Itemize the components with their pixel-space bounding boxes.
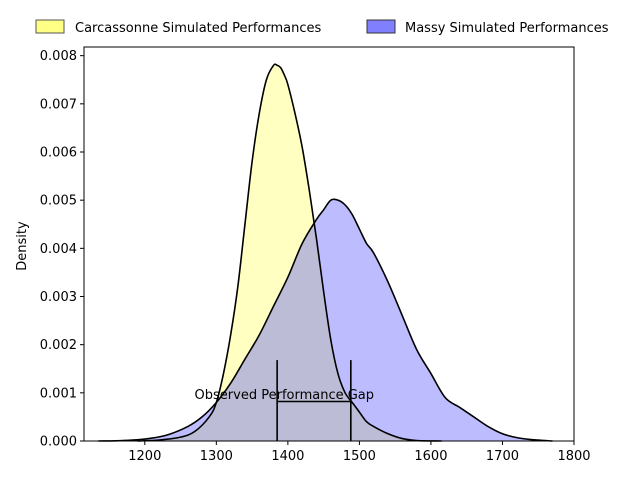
y-tick-label: 0.002 [40,338,77,353]
plot-area [98,63,553,442]
y-tick-label: 0.007 [40,97,77,112]
x-tick-label: 1700 [486,449,519,464]
y-tick-label: 0.003 [40,290,77,305]
density-area-massy [98,199,553,441]
x-axis: 1200 1300 1400 1500 1600 1700 1800 [128,441,591,464]
density-line-massy [98,198,553,442]
legend-swatch-carcassonne [35,19,65,34]
gap-annotation-text: Observed Performance Gap [195,388,374,403]
legend-label-carcassonne: Carcassonne Simulated Performances [75,21,322,36]
legend: Carcassonne Simulated Performances Massy… [35,19,609,36]
legend-label-massy: Massy Simulated Performances [405,21,609,36]
y-tick-label: 0.006 [40,146,77,161]
y-axis: 0.000 0.001 0.002 0.003 0.004 0.005 0.006 0.007… [40,49,84,450]
density-area-carcassonne [137,64,442,441]
density-line-carcassonne [137,63,442,442]
y-tick-label: 0.008 [40,49,77,64]
x-tick-label: 1500 [343,449,376,464]
legend-swatch-massy [366,19,396,34]
x-tick-label: 1400 [271,449,304,464]
observed-gap-annotation: Observed Performance Gap [195,360,374,441]
y-tick-label: 0.004 [40,242,77,257]
y-tick-label: 0.001 [40,386,77,401]
x-tick-label: 1200 [128,449,161,464]
y-tick-label: 0.005 [40,194,77,209]
y-tick-label: 0.000 [40,435,77,450]
plot-frame [83,46,575,442]
x-tick-label: 1300 [200,449,233,464]
y-axis-label: Density [15,221,30,271]
x-tick-label: 1600 [414,449,447,464]
x-tick-label: 1800 [557,449,590,464]
